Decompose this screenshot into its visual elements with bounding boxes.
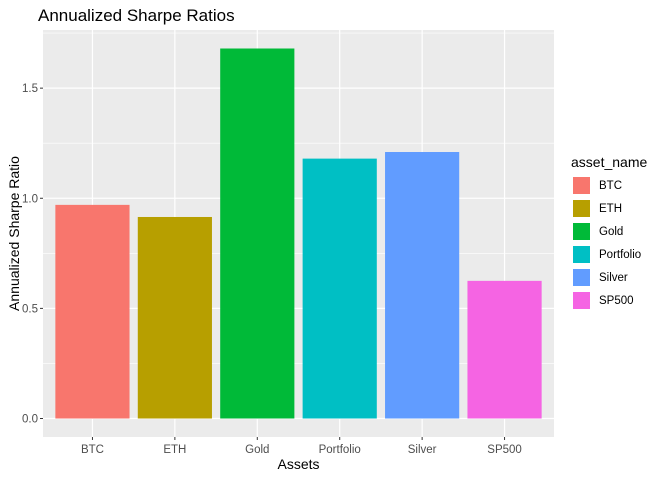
bar-btc: [55, 204, 130, 419]
legend-title: asset_name: [571, 154, 648, 170]
bar-silver: [385, 152, 460, 419]
bar-eth: [137, 216, 212, 419]
x-tick-label: ETH: [163, 444, 186, 456]
legend-swatch: [573, 246, 590, 263]
chart-title: Annualized Sharpe Ratios: [38, 6, 235, 25]
legend: asset_name BTC ETH Gold Portfolio Silver SP50…: [571, 154, 647, 312]
x-axis: BTC ETH Gold Portfolio Silver SP500: [81, 437, 522, 456]
legend-label: SP500: [599, 294, 634, 307]
x-tick-label: Portfolio: [319, 444, 361, 456]
y-axis: 0.0 0.5 1.0 1.5: [22, 83, 43, 426]
bar-sp500: [467, 280, 542, 419]
legend-label: Gold: [599, 225, 624, 238]
legend-swatch: [573, 177, 590, 194]
legend-item-btc: BTC: [571, 174, 647, 197]
y-tick-label: 1.5: [22, 83, 38, 95]
x-tick-label: Gold: [245, 444, 269, 456]
legend-item-gold: Gold: [571, 220, 647, 243]
legend-swatch: [573, 223, 590, 240]
legend-item-portfolio: Portfolio: [571, 243, 647, 266]
bar-portfolio: [302, 158, 377, 419]
legend-swatch: [573, 292, 590, 309]
legend-label: Silver: [599, 271, 628, 284]
legend-item-eth: ETH: [571, 197, 647, 220]
legend-item-silver: Silver: [571, 266, 647, 289]
x-tick-label: Silver: [408, 444, 437, 456]
y-tick-label: 0.0: [22, 414, 38, 426]
legend-label: ETH: [599, 202, 622, 215]
y-axis-title: Annualized Sharpe Ratio: [6, 156, 22, 311]
legend-item-sp500: SP500: [571, 289, 647, 312]
bar-gold: [220, 48, 295, 419]
legend-items: BTC ETH Gold Portfolio Silver SP500: [571, 174, 647, 312]
x-axis-title: Assets: [277, 456, 319, 472]
bars-group: [55, 48, 542, 419]
legend-swatch: [573, 200, 590, 217]
y-tick-label: 0.5: [22, 303, 38, 315]
legend-label: BTC: [599, 179, 622, 192]
legend-swatch: [573, 269, 590, 286]
x-tick-label: SP500: [487, 444, 522, 456]
x-tick-label: BTC: [81, 444, 104, 456]
legend-label: Portfolio: [599, 248, 642, 261]
y-tick-label: 1.0: [22, 193, 38, 205]
